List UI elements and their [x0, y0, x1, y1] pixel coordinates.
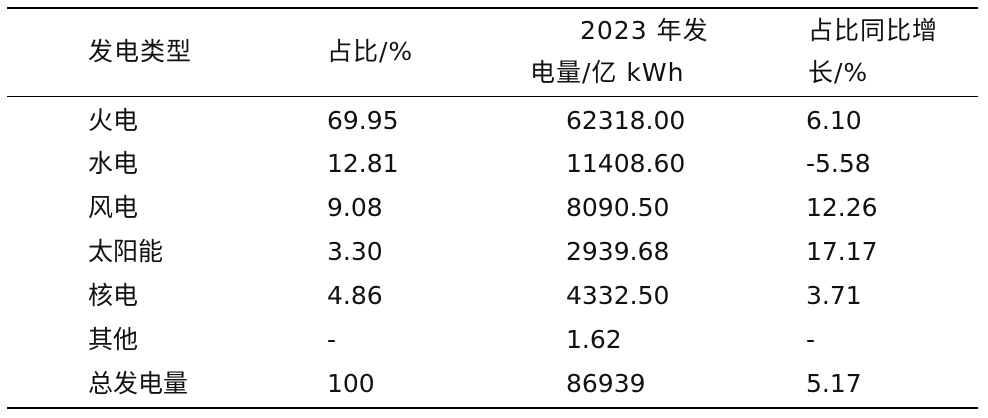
table-top-rule	[7, 7, 978, 9]
row-type: 风电	[88, 193, 138, 223]
row-type: 核电	[88, 281, 138, 311]
header-generation-line2: 电量/亿 kWh	[530, 58, 684, 88]
row-yoy: 5.17	[806, 369, 862, 399]
row-share: 100	[327, 369, 375, 399]
row-generation: 1.62	[566, 325, 622, 355]
row-yoy: 6.10	[806, 106, 862, 136]
header-yoy-line1: 占比同比增	[808, 16, 938, 46]
row-yoy: 3.71	[806, 281, 862, 311]
header-share: 占比/%	[327, 37, 413, 67]
row-share: -	[327, 325, 336, 355]
row-generation: 11408.60	[566, 149, 685, 179]
row-share: 69.95	[327, 106, 399, 136]
row-yoy: -	[806, 325, 815, 355]
row-type: 其他	[88, 325, 138, 355]
row-type: 总发电量	[88, 369, 188, 399]
row-yoy: -5.58	[806, 149, 871, 179]
row-type: 太阳能	[88, 237, 163, 267]
header-type: 发电类型	[88, 37, 192, 67]
row-type: 火电	[88, 106, 138, 136]
row-share: 4.86	[327, 281, 383, 311]
header-generation-line1: 2023 年发	[580, 16, 709, 46]
row-generation: 8090.50	[566, 193, 669, 223]
table-bottom-rule	[7, 407, 978, 409]
header-yoy-line2: 长/%	[808, 58, 868, 88]
row-generation: 86939	[566, 369, 646, 399]
row-yoy: 17.17	[806, 237, 878, 267]
row-share: 3.30	[327, 237, 383, 267]
row-generation: 2939.68	[566, 237, 669, 267]
table-header-rule	[7, 96, 978, 97]
row-yoy: 12.26	[806, 193, 878, 223]
row-type: 水电	[88, 149, 138, 179]
row-generation: 4332.50	[566, 281, 669, 311]
row-share: 9.08	[327, 193, 383, 223]
row-share: 12.81	[327, 149, 399, 179]
row-generation: 62318.00	[566, 106, 685, 136]
